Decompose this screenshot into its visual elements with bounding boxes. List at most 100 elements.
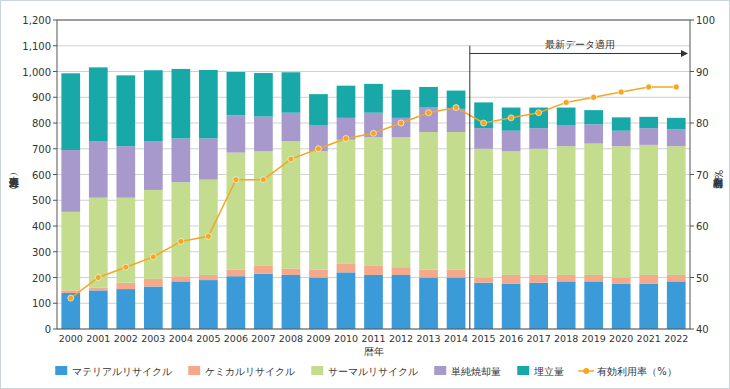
tick-mark bbox=[690, 123, 694, 124]
line-marker bbox=[371, 130, 377, 136]
legend-item: 有効利用率（%） bbox=[578, 366, 677, 377]
legend-swatch bbox=[517, 366, 529, 375]
line-marker bbox=[536, 110, 542, 116]
tick-label: 900 bbox=[32, 92, 51, 103]
bar-segment bbox=[474, 278, 493, 283]
tick-mark bbox=[53, 277, 57, 278]
bar-segment bbox=[667, 129, 686, 146]
tick-label: 60 bbox=[696, 221, 709, 232]
bar-segment bbox=[639, 117, 658, 128]
bar-segment bbox=[392, 267, 411, 275]
x-axis-title: 暦年 bbox=[364, 346, 384, 357]
line-marker bbox=[315, 146, 321, 152]
bar-segment bbox=[254, 266, 273, 274]
bar-segment bbox=[667, 146, 686, 275]
bar-segment bbox=[89, 290, 108, 329]
bar-segment bbox=[364, 84, 383, 113]
bar-segment bbox=[364, 137, 383, 266]
line-marker bbox=[481, 120, 487, 126]
tick-label: 2014 bbox=[444, 333, 468, 344]
bar-segment bbox=[144, 287, 163, 329]
bar-segment bbox=[447, 109, 466, 132]
bar-segment bbox=[584, 275, 603, 281]
tick-mark bbox=[53, 148, 57, 149]
tick-label: 600 bbox=[32, 170, 51, 181]
bar-segment bbox=[502, 275, 521, 284]
tick-label: 2002 bbox=[114, 333, 138, 344]
bar-segment bbox=[61, 150, 80, 212]
bar-segment bbox=[474, 149, 493, 278]
tick-label: 2017 bbox=[527, 333, 551, 344]
bar-segment bbox=[144, 190, 163, 279]
tick-mark bbox=[53, 71, 57, 72]
line-marker bbox=[260, 177, 266, 183]
bar-segment bbox=[529, 128, 548, 149]
legend-item: マテリアルリサイクル bbox=[55, 366, 172, 377]
bar-segment bbox=[447, 278, 466, 330]
bar-segment bbox=[282, 72, 301, 112]
tick-label: 200 bbox=[32, 273, 51, 284]
tick-label: 1,000 bbox=[22, 67, 51, 78]
chart: 01002003004005006007008009001,0001,1001,… bbox=[0, 0, 730, 389]
tick-mark bbox=[53, 303, 57, 304]
bar-segment bbox=[612, 146, 631, 277]
bar-segment bbox=[667, 118, 686, 130]
bar-segment bbox=[474, 102, 493, 128]
legend-label: 埋立量 bbox=[533, 366, 564, 377]
tick-label: 2003 bbox=[141, 333, 165, 344]
tick-label: 2013 bbox=[416, 333, 440, 344]
bar-segment bbox=[419, 87, 438, 108]
bar-segment bbox=[144, 70, 163, 141]
tick-label: 2001 bbox=[86, 333, 110, 344]
tick-label: 2005 bbox=[196, 333, 220, 344]
tick-label: 2000 bbox=[59, 333, 83, 344]
tick-mark bbox=[690, 174, 694, 175]
divider bbox=[469, 46, 470, 329]
tick-label: 50 bbox=[696, 273, 709, 284]
bar-segment bbox=[612, 131, 631, 146]
legend-swatch bbox=[188, 366, 200, 375]
line-marker bbox=[618, 89, 624, 95]
tick-mark bbox=[690, 71, 694, 72]
tick-label: 400 bbox=[32, 221, 51, 232]
bar-segment bbox=[89, 141, 108, 198]
tick-label: 0 bbox=[45, 324, 51, 335]
bar-segment bbox=[309, 270, 328, 278]
legend-label: 有効利用率（%） bbox=[597, 366, 677, 377]
tick-mark bbox=[690, 329, 694, 330]
bar-segment bbox=[557, 146, 576, 275]
bar-segment bbox=[584, 281, 603, 329]
tick-mark bbox=[690, 226, 694, 227]
tick-mark bbox=[53, 174, 57, 175]
bar-segment bbox=[116, 146, 135, 198]
line-marker bbox=[95, 275, 101, 281]
plot-frame bbox=[57, 20, 690, 329]
bar-segment bbox=[419, 278, 438, 330]
bar-segment bbox=[199, 280, 218, 329]
bar-segment bbox=[199, 180, 218, 275]
tick-label: 100 bbox=[32, 298, 51, 309]
tick-label: 2016 bbox=[499, 333, 523, 344]
bar-segment bbox=[337, 263, 356, 272]
bar-segment bbox=[364, 266, 383, 275]
tick-mark bbox=[53, 45, 57, 46]
background bbox=[1, 1, 730, 389]
tick-mark bbox=[53, 251, 57, 252]
bar-segment bbox=[529, 283, 548, 329]
tick-label: 2022 bbox=[664, 333, 688, 344]
bar-segment bbox=[61, 212, 80, 291]
tick-label: 100 bbox=[696, 15, 715, 26]
bar-segment bbox=[309, 126, 328, 152]
tick-mark bbox=[53, 226, 57, 227]
bar-segment bbox=[447, 270, 466, 278]
tick-label: 2004 bbox=[169, 333, 193, 344]
bar-segment bbox=[227, 72, 246, 115]
bar-segment bbox=[502, 151, 521, 275]
legend-item: 単純焼却量 bbox=[434, 366, 501, 377]
bar-segment bbox=[639, 284, 658, 329]
line-marker bbox=[123, 264, 129, 270]
line-marker bbox=[233, 177, 239, 183]
bar-segment bbox=[337, 272, 356, 329]
bar-segment bbox=[171, 138, 190, 182]
tick-label: 2011 bbox=[361, 333, 385, 344]
